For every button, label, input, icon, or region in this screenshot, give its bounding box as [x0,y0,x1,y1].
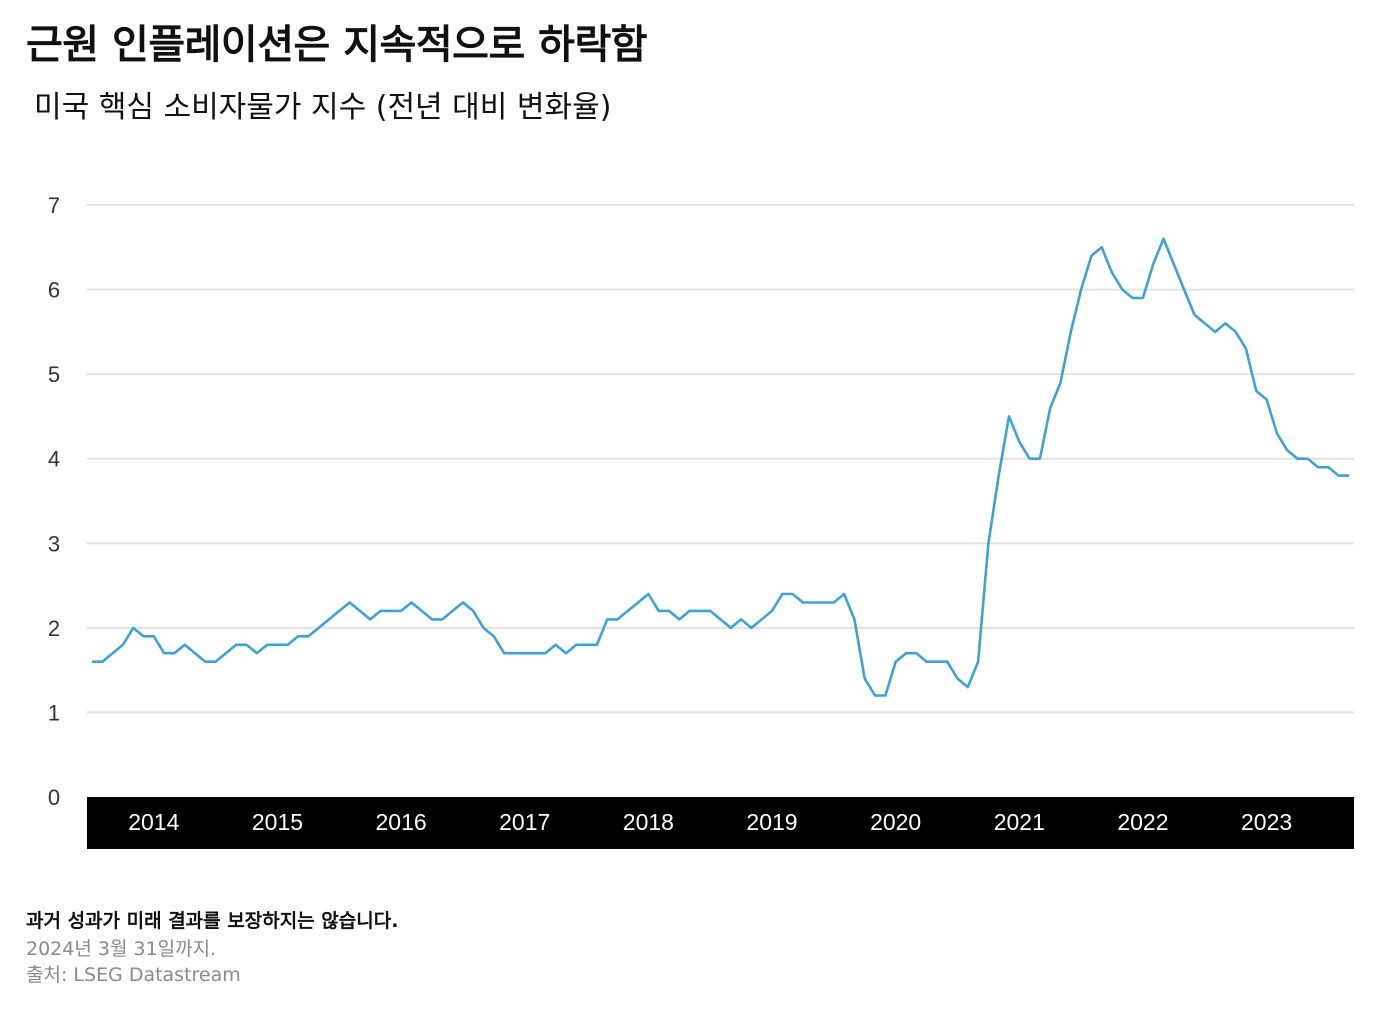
x-tick-label: 2023 [1241,809,1292,835]
x-tick-label: 2021 [994,809,1045,835]
x-axis-band [87,797,1354,849]
y-tick-label: 7 [48,193,60,218]
x-tick-label: 2015 [252,809,303,835]
x-tick-label: 2014 [128,809,179,835]
y-axis-tick-labels: 0 1 2 3 4 5 6 7 [48,193,60,810]
date-note: 2024년 3월 31일까지. [26,938,217,960]
core-cpi-line-chart: 0 1 2 3 4 5 6 7 2014 2015 2016 2017 2018 2019 2020 202… [48,193,1354,849]
series-layer [92,237,1349,697]
y-tick-label: 1 [48,700,60,725]
chart-subtitle: 미국 핵심 소비자물가 지수 (전년 대비 변화율) [34,90,612,125]
x-tick-label: 2018 [623,809,674,835]
chart-title: 근원 인플레이션은 지속적으로 하락함 [26,22,648,68]
gridlines [87,204,1354,714]
y-tick-label: 5 [48,362,60,387]
source-note: 출처: LSEG Datastream [26,964,241,986]
y-tick-label: 4 [48,447,60,472]
y-tick-label: 0 [48,785,60,810]
y-tick-label: 6 [48,278,60,303]
x-tick-label: 2017 [499,809,550,835]
y-tick-label: 2 [48,616,60,641]
x-tick-label: 2020 [870,809,921,835]
x-axis-tick-labels: 2014 2015 2016 2017 2018 2019 2020 2021 2022 2023 [128,809,1292,835]
x-tick-label: 2022 [1117,809,1168,835]
x-tick-label: 2019 [746,809,797,835]
core-cpi-series-line [92,237,1349,697]
x-tick-label: 2016 [376,809,427,835]
y-tick-label: 3 [48,531,60,556]
disclaimer-note: 과거 성과가 미래 결과를 보장하지는 않습니다. [26,910,399,932]
